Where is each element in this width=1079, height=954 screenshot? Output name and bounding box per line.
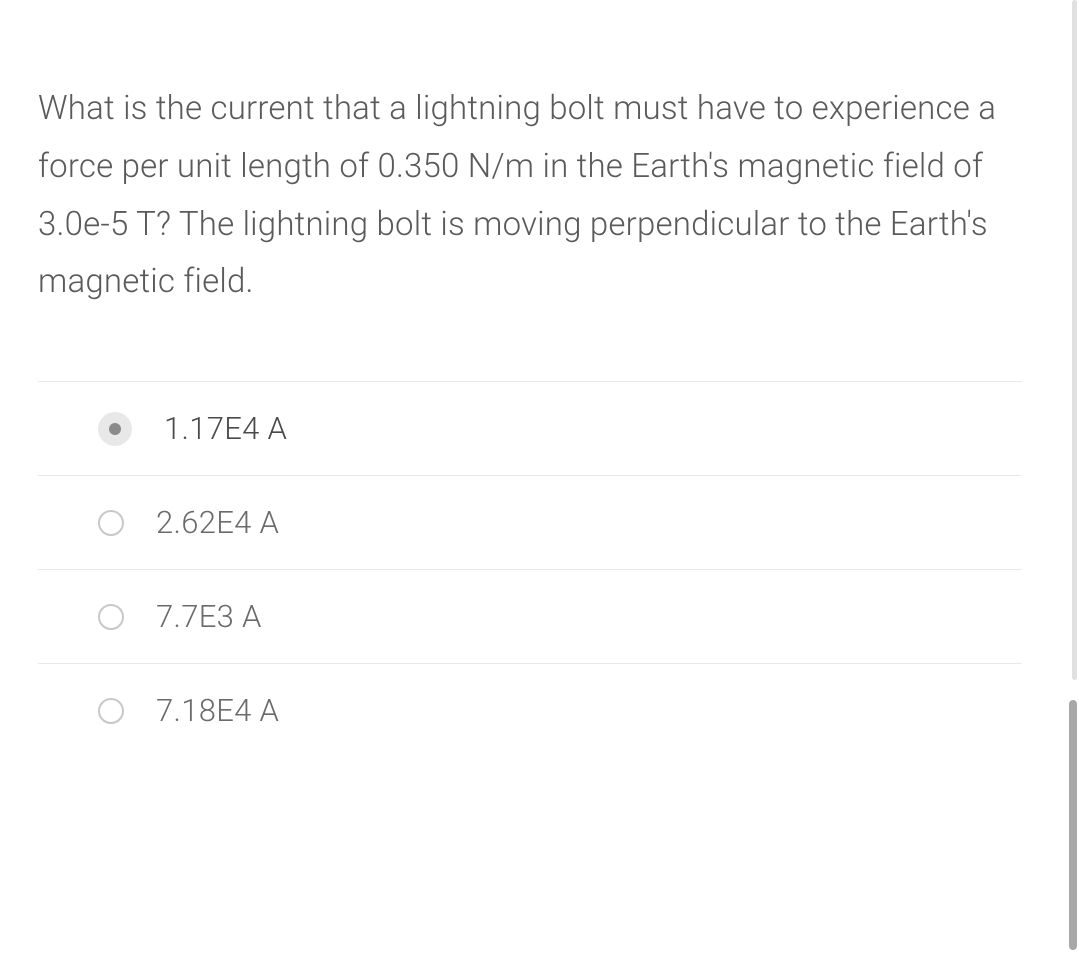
option-row-2[interactable]: 7.7E3 A xyxy=(38,569,1022,663)
question-text: What is the current that a lightning bol… xyxy=(38,80,1022,311)
scrollbar-thumb-upper[interactable] xyxy=(1072,0,1077,680)
quiz-content: What is the current that a lightning bol… xyxy=(0,0,1060,797)
radio-button-3[interactable] xyxy=(98,698,124,724)
option-row-1[interactable]: 2.62E4 A xyxy=(38,475,1022,569)
radio-button-1[interactable] xyxy=(98,510,124,536)
option-label-0: 1.17E4 A xyxy=(164,410,287,447)
option-label-3: 7.18E4 A xyxy=(156,692,279,729)
option-label-2: 7.7E3 A xyxy=(156,598,262,635)
scrollbar-track[interactable] xyxy=(1069,0,1077,954)
radio-button-2[interactable] xyxy=(98,604,124,630)
option-row-3[interactable]: 7.18E4 A xyxy=(38,663,1022,757)
option-label-1: 2.62E4 A xyxy=(156,504,279,541)
radio-dot-icon xyxy=(109,423,121,435)
radio-button-0[interactable] xyxy=(98,412,132,446)
options-container: 1.17E4 A 2.62E4 A 7.7E3 A 7.18E4 A xyxy=(38,381,1022,757)
option-row-0[interactable]: 1.17E4 A xyxy=(38,381,1022,475)
scrollbar-thumb-lower[interactable] xyxy=(1069,700,1077,950)
